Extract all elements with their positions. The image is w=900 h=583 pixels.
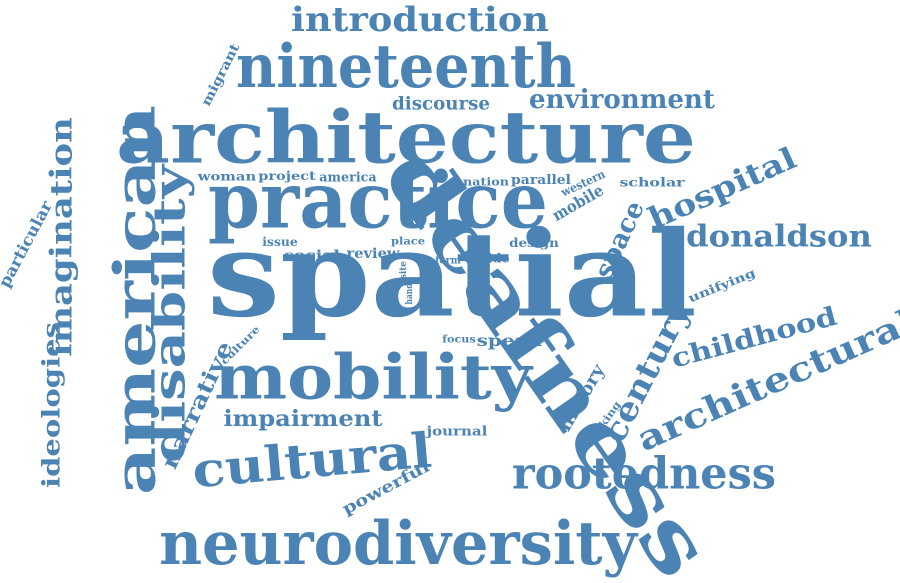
word-introduction: introduction xyxy=(291,0,549,39)
word-speak: speak xyxy=(477,332,542,351)
word-donaldson: donaldson xyxy=(686,220,872,255)
word-ideologies: ideologies xyxy=(38,322,66,488)
word-design: design xyxy=(509,236,559,250)
word-site: site xyxy=(399,261,409,279)
word-environment: environment xyxy=(529,85,715,115)
word-issue: issue xyxy=(262,235,298,249)
word-spatial: spatial xyxy=(207,206,697,344)
word-discourse: discourse xyxy=(392,94,490,115)
word-imagination: imagination xyxy=(43,117,79,357)
word-scholar: scholar xyxy=(619,176,685,190)
word-place: place xyxy=(391,235,425,247)
word-disability: disability xyxy=(144,162,195,463)
word-social: social xyxy=(284,247,340,264)
word-nineteenth: nineteenth xyxy=(236,31,576,102)
word-neurodiversity: neurodiversity xyxy=(159,509,638,580)
word-architecture: architecture xyxy=(116,96,696,180)
word-america: america xyxy=(319,170,377,185)
word-form: form xyxy=(435,255,461,266)
word-project: project xyxy=(258,170,316,184)
word-journal: journal xyxy=(425,425,488,440)
word-mobility: mobility xyxy=(214,341,534,414)
word-practice: practice xyxy=(208,154,548,246)
word-woman: woman xyxy=(197,170,257,184)
word-impairment: impairment xyxy=(224,406,383,432)
word-focus: focus xyxy=(442,333,476,345)
word-unifying: unifying xyxy=(686,266,758,306)
word-american: american xyxy=(102,105,168,495)
word-nation: nation xyxy=(463,176,509,189)
word-review: review xyxy=(347,246,401,262)
word-parallel: parallel xyxy=(511,172,571,187)
word-rootedness: rootedness xyxy=(512,448,776,500)
word-hide: hide xyxy=(478,251,510,265)
word-hand: hand xyxy=(404,283,415,305)
